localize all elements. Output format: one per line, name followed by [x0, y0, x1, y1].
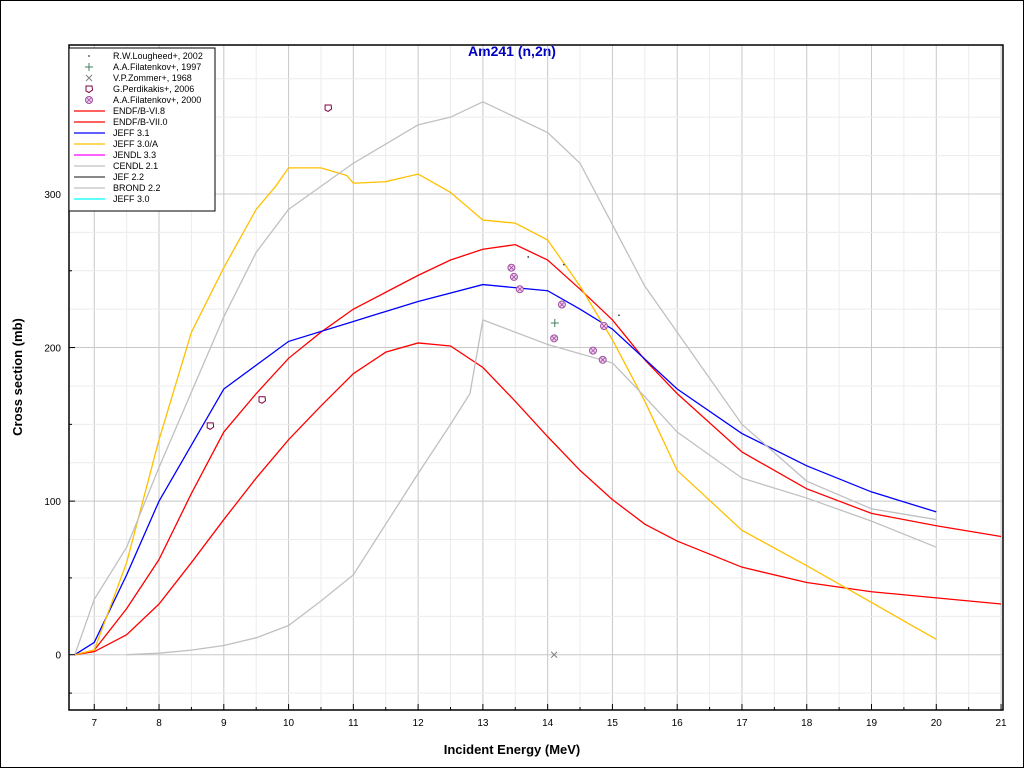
- data-point: [557, 300, 566, 309]
- chart-title: Am241 (n,2n): [468, 43, 556, 59]
- x-tick-label: 16: [672, 718, 684, 729]
- y-tick-label: 100: [44, 497, 61, 508]
- data-point: [527, 256, 530, 258]
- data-point: [324, 104, 333, 113]
- y-tick-label: 0: [55, 651, 61, 662]
- data-point: [509, 272, 518, 281]
- series-line-endf-b-vii-0: [74, 342, 1002, 656]
- series-line-jeff-3-1: [74, 283, 937, 656]
- legend-label: JEFF 3.1: [113, 128, 150, 138]
- data-point: [206, 422, 215, 430]
- legend-label: BROND 2.2: [113, 183, 161, 193]
- series-line-cendl-2-1: [74, 101, 937, 655]
- legend-label: ENDF/B-VII.0: [113, 117, 168, 127]
- legend-label: JEF 2.2: [113, 172, 144, 182]
- legend-box: [68, 47, 216, 212]
- legend-label: G.Perdikakis+, 2006: [113, 84, 194, 94]
- legend-marker: [85, 96, 93, 104]
- legend-label: ENDF/B-VI.8: [113, 106, 165, 116]
- legend-label: JENDL 3.3: [113, 150, 156, 160]
- x-tick-label: 8: [156, 718, 162, 729]
- series-line-jeff-3-0-a: [74, 167, 937, 656]
- series-line-brond-2-2: [126, 319, 937, 656]
- x-tick-label: 12: [413, 718, 425, 729]
- legend-marker: [85, 85, 94, 94]
- data-point: [562, 263, 565, 266]
- x-tick-label: 17: [736, 718, 748, 729]
- x-tick-label: 20: [931, 718, 943, 729]
- plot-border: [68, 44, 1004, 711]
- x-tick-label: 11: [348, 718, 359, 729]
- data-point: [515, 285, 524, 294]
- x-axis-label: Incident Energy (MeV): [444, 742, 581, 757]
- x-tick-label: 21: [995, 718, 1007, 729]
- data-point: [258, 396, 267, 404]
- series-line-endf-b-vi-8: [74, 243, 1002, 656]
- legend-label: JEFF 3.0: [113, 194, 150, 204]
- data-point: [600, 322, 609, 331]
- y-axis-label: Cross section (mb): [10, 318, 25, 436]
- legend-label: CENDL 2.1: [113, 161, 158, 171]
- data-point: [550, 651, 558, 659]
- x-tick-label: 10: [283, 718, 295, 729]
- data-point: [550, 334, 559, 343]
- legend-label: A.A.Filatenkov+, 2000: [113, 95, 201, 105]
- legend-label: JEFF 3.0/A: [113, 139, 158, 149]
- data-point: [588, 346, 597, 355]
- x-tick-label: 9: [221, 718, 227, 729]
- legend-label: A.A.Filatenkov+, 1997: [113, 62, 201, 72]
- data-point: [598, 355, 607, 364]
- x-tick-label: 7: [91, 718, 97, 729]
- data-point: [550, 318, 559, 327]
- legend-marker: [85, 74, 93, 82]
- y-tick-label: 300: [44, 190, 61, 201]
- x-tick-label: 14: [542, 718, 554, 729]
- legend-label: V.P.Zommer+, 1968: [113, 73, 192, 83]
- data-point: [618, 314, 620, 317]
- x-tick-label: 15: [607, 718, 619, 729]
- legend-label: R.W.Lougheed+, 2002: [113, 51, 203, 61]
- y-tick-label: 200: [44, 344, 61, 355]
- data-point: [507, 263, 516, 272]
- x-tick-label: 18: [801, 718, 813, 729]
- legend-marker: [88, 55, 90, 57]
- x-tick-label: 13: [477, 718, 489, 729]
- x-tick-label: 19: [866, 718, 878, 729]
- legend-marker: [85, 63, 93, 71]
